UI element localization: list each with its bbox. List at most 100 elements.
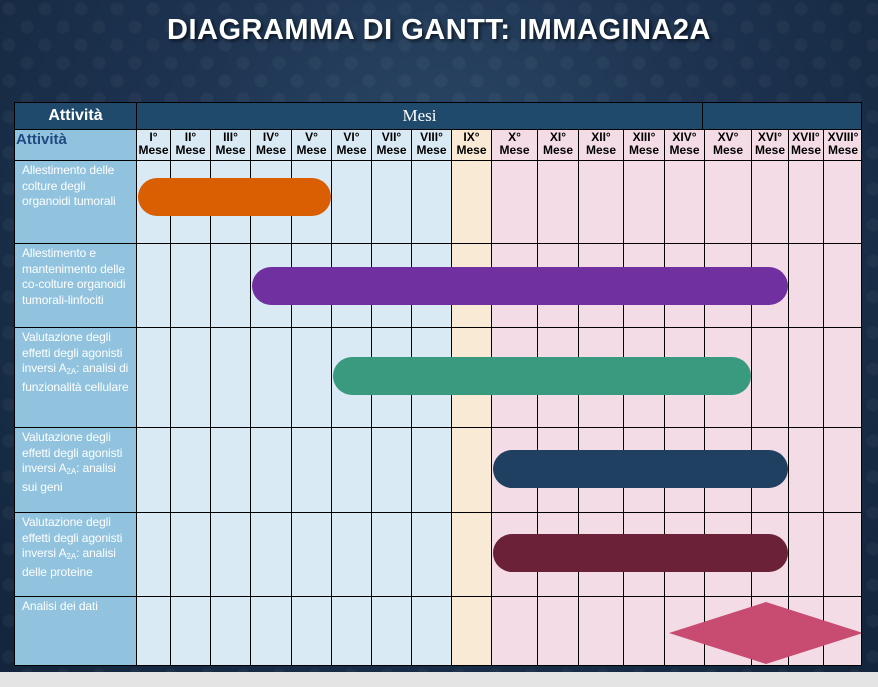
months-header: Mesi (137, 103, 703, 130)
activity-label-5: Valutazione degli effetti degli agonisti… (15, 513, 137, 597)
activity-column-header: Attività (15, 130, 137, 161)
month-label: Mese (542, 143, 574, 157)
month-number: XIV° (672, 130, 697, 144)
grid-cell (412, 428, 452, 513)
month-header-4: IV° Mese (251, 130, 292, 161)
month-label: Mese (827, 143, 859, 157)
grid-cell (789, 161, 824, 244)
grid-cell (137, 597, 171, 665)
month-number: III° (223, 130, 238, 144)
grid-cell (452, 513, 492, 597)
grid-cell (789, 328, 824, 428)
grid-cell (211, 428, 251, 513)
month-header-6: VI° Mese (332, 130, 372, 161)
gantt-chart: Attività Mesi Attività I° Mese II° Mese III°… (14, 102, 862, 666)
grid-cell (211, 597, 251, 665)
grid-cell (332, 597, 372, 665)
grid-cell (171, 328, 211, 428)
task-bar-3 (333, 357, 751, 395)
grid-cell (251, 513, 292, 597)
month-label: Mese (296, 143, 327, 157)
month-label: Mese (790, 143, 822, 157)
grid-cell (292, 428, 332, 513)
month-label: Mese (336, 143, 367, 157)
month-label: Mese (255, 143, 287, 157)
grid-cell (412, 597, 452, 665)
month-number: IV° (262, 130, 280, 144)
month-header-5: V° Mese (292, 130, 332, 161)
activity-label-1: Allestimento delle colture degli organoi… (15, 161, 137, 244)
month-number: VI° (343, 130, 360, 144)
grid-cell (332, 513, 372, 597)
month-number: V° (305, 130, 318, 144)
grid-cell (538, 161, 579, 244)
month-number: VII° (381, 130, 402, 144)
month-header-8: VIII° Mese (412, 130, 452, 161)
grid-cell (752, 328, 789, 428)
grid-cell (372, 597, 412, 665)
task-bar-1 (138, 178, 331, 216)
month-number: XIII° (632, 130, 656, 144)
month-label: Mese (138, 143, 169, 157)
grid-cell (789, 244, 824, 328)
month-header-16: XVI° Mese (752, 130, 789, 161)
month-number: II° (184, 130, 197, 144)
month-header-17: XVII° Mese (789, 130, 824, 161)
grid-cell (171, 597, 211, 665)
month-number: XVII° (792, 130, 820, 144)
grid-cell (292, 328, 332, 428)
activity-label-4: Valutazione degli effetti degli agonisti… (15, 428, 137, 513)
grid-cell (824, 428, 861, 513)
month-number: XV° (717, 130, 739, 144)
month-number: XII° (591, 130, 611, 144)
grid-cell (251, 328, 292, 428)
month-number: VIII° (420, 130, 443, 144)
grid-cell (752, 161, 789, 244)
task-diamond-shape (669, 602, 861, 664)
month-number: XVI° (757, 130, 783, 144)
grid-cell (372, 161, 412, 244)
month-number: XVIII° (827, 130, 859, 144)
month-label: Mese (712, 143, 744, 157)
grid-cell (137, 513, 171, 597)
month-label: Mese (754, 143, 786, 157)
grid-cell (137, 428, 171, 513)
month-label: Mese (376, 143, 407, 157)
month-label: Mese (499, 143, 530, 157)
activity-label-3: Valutazione degli effetti degli agonisti… (15, 328, 137, 428)
month-header-12: XII° Mese (579, 130, 624, 161)
month-label: Mese (175, 143, 206, 157)
month-label: Mese (416, 143, 447, 157)
grid-cell (538, 597, 579, 665)
grid-cell (789, 513, 824, 597)
grid-cell (171, 244, 211, 328)
grid-cell (824, 244, 861, 328)
grid-cell (824, 513, 861, 597)
month-label: Mese (215, 143, 246, 157)
month-header-3: III° Mese (211, 130, 251, 161)
grid-cell (372, 428, 412, 513)
grid-cell (171, 428, 211, 513)
grid-cell (211, 244, 251, 328)
header-blank-cell (703, 103, 861, 130)
month-header-2: II° Mese (171, 130, 211, 161)
task-bar-5 (493, 534, 788, 572)
month-header-13: XIII° Mese (624, 130, 665, 161)
grid-cell (412, 513, 452, 597)
task-diamond-6 (669, 602, 861, 664)
grid-cell (211, 513, 251, 597)
grid-cell (492, 161, 538, 244)
month-number: X° (508, 130, 521, 144)
activity-label-6: Analisi dei dati (15, 597, 137, 665)
grid-cell (789, 428, 824, 513)
activity-header: Attività (15, 103, 137, 130)
grid-cell (665, 161, 705, 244)
month-header-15: XV° Mese (705, 130, 752, 161)
grid-cell (412, 161, 452, 244)
month-header-14: XIV° Mese (665, 130, 705, 161)
month-header-9: IX° Mese (452, 130, 492, 161)
grid-cell (372, 513, 412, 597)
task-bar-4 (493, 450, 788, 488)
bottom-band (0, 672, 878, 687)
grid-cell (824, 161, 861, 244)
